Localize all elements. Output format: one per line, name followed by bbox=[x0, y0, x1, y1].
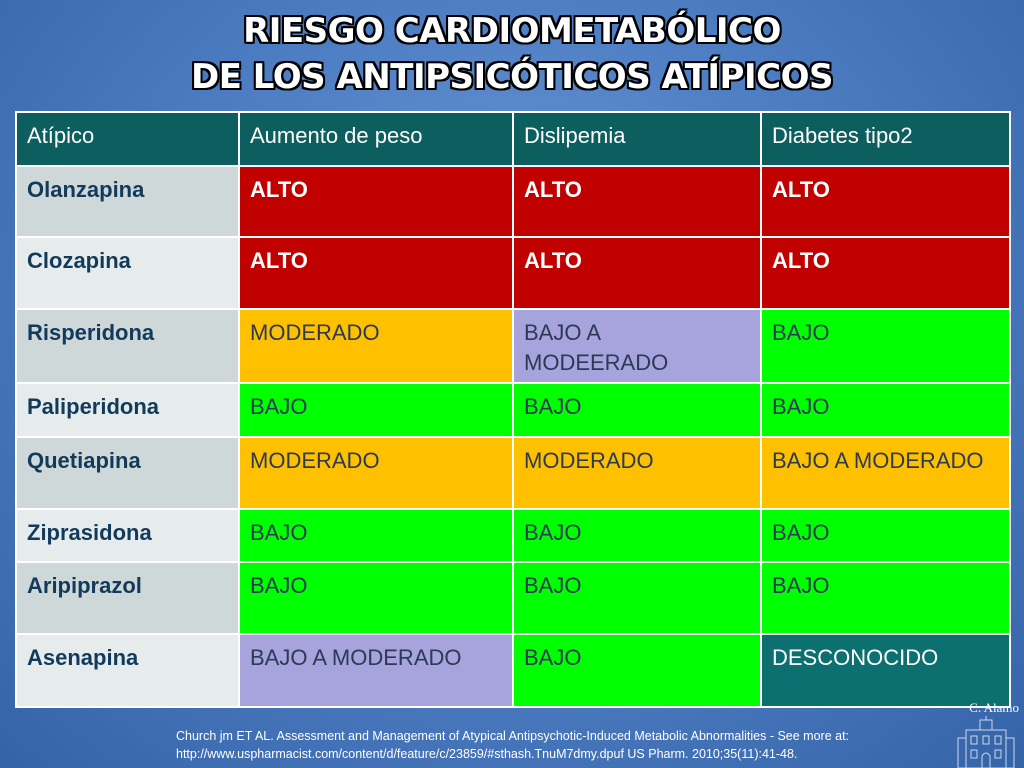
header-diabetes: Diabetes tipo2 bbox=[760, 111, 1011, 167]
risk-cell: BAJO bbox=[512, 508, 762, 563]
risk-table: Atípico Aumento de peso Dislipemia Diabe… bbox=[15, 111, 1011, 708]
citation-line1: Church jm ET AL. Assessment and Manageme… bbox=[176, 729, 850, 743]
risk-cell: BAJO A MODEERADO bbox=[512, 308, 762, 384]
header-atipico: Atípico bbox=[15, 111, 240, 167]
risk-cell: MODERADO bbox=[512, 436, 762, 510]
header-aumento-peso: Aumento de peso bbox=[238, 111, 514, 167]
drug-name: Risperidona bbox=[15, 308, 240, 384]
risk-cell: BAJO bbox=[512, 561, 762, 635]
table-header-row: Atípico Aumento de peso Dislipemia Diabe… bbox=[15, 111, 1011, 167]
drug-name: Aripiprazol bbox=[15, 561, 240, 635]
drug-name: Clozapina bbox=[15, 236, 240, 310]
risk-cell: BAJO A MODERADO bbox=[238, 633, 514, 708]
risk-cell: BAJO bbox=[512, 382, 762, 438]
building-logo-icon bbox=[957, 716, 1015, 768]
risk-cell: MODERADO bbox=[238, 436, 514, 510]
drug-name: Olanzapina bbox=[15, 165, 240, 238]
risk-cell: BAJO bbox=[760, 508, 1011, 563]
slide-title-line2: DE LOS ANTIPSICÓTICOS ATÍPICOS bbox=[191, 57, 833, 97]
table-row: Ziprasidona BAJO BAJO BAJO bbox=[15, 508, 1011, 563]
risk-cell: ALTO bbox=[238, 236, 514, 310]
risk-cell: BAJO A MODERADO bbox=[760, 436, 1011, 510]
risk-cell: BAJO bbox=[512, 633, 762, 708]
risk-cell: ALTO bbox=[512, 236, 762, 310]
risk-cell: BAJO bbox=[760, 308, 1011, 384]
citation-line2[interactable]: http://www.uspharmacist.com/content/d/fe… bbox=[176, 747, 798, 761]
header-dislipemia: Dislipemia bbox=[512, 111, 762, 167]
risk-cell: ALTO bbox=[760, 165, 1011, 238]
drug-name: Paliperidona bbox=[15, 382, 240, 438]
risk-cell: DESCONOCIDO bbox=[760, 633, 1011, 708]
table-row: Paliperidona BAJO BAJO BAJO bbox=[15, 382, 1011, 438]
risk-cell: BAJO bbox=[760, 382, 1011, 438]
risk-cell: BAJO bbox=[238, 382, 514, 438]
author-signature: C. Alamo bbox=[969, 700, 1019, 715]
table-row: Quetiapina MODERADO MODERADO BAJO A MODE… bbox=[15, 436, 1011, 510]
risk-cell: BAJO bbox=[760, 561, 1011, 635]
table-row: Asenapina BAJO A MODERADO BAJO DESCONOCI… bbox=[15, 633, 1011, 708]
drug-name: Asenapina bbox=[15, 633, 240, 708]
citation: Church jm ET AL. Assessment and Manageme… bbox=[176, 727, 956, 763]
risk-cell: BAJO bbox=[238, 561, 514, 635]
risk-cell: ALTO bbox=[760, 236, 1011, 310]
drug-name: Ziprasidona bbox=[15, 508, 240, 563]
slide-title: RIESGO CARDIOMETABÓLICO DE LOS ANTIPSICÓ… bbox=[0, 8, 1024, 100]
slide-title-line1: RIESGO CARDIOMETABÓLICO bbox=[243, 11, 781, 51]
risk-cell: BAJO bbox=[238, 508, 514, 563]
table-row: Aripiprazol BAJO BAJO BAJO bbox=[15, 561, 1011, 635]
table-row: Olanzapina ALTO ALTO ALTO bbox=[15, 165, 1011, 238]
drug-name: Quetiapina bbox=[15, 436, 240, 510]
risk-cell: ALTO bbox=[512, 165, 762, 238]
table-row: Clozapina ALTO ALTO ALTO bbox=[15, 236, 1011, 310]
risk-cell: ALTO bbox=[238, 165, 514, 238]
risk-cell: MODERADO bbox=[238, 308, 514, 384]
table-row: Risperidona MODERADO BAJO A MODEERADO BA… bbox=[15, 308, 1011, 384]
